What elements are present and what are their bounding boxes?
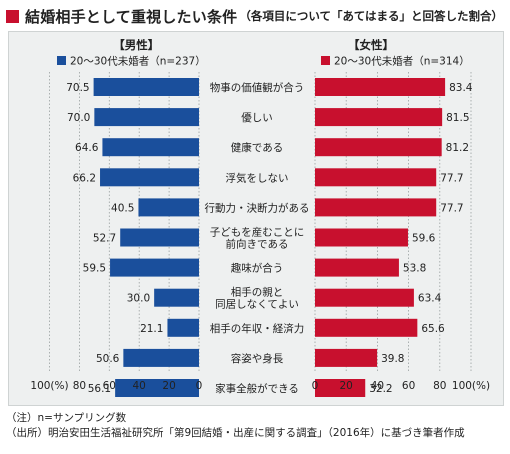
male-bar-5 (120, 228, 199, 247)
footnote-source: （出所）明治安田生活福祉研究所「第9回結婚・出産に関する調査」（2016年）に基… (6, 427, 465, 439)
male-value-label-8: 21.1 (140, 323, 163, 335)
female-bar-1 (315, 108, 443, 127)
category-label-0: 物事の価値観が合う (210, 81, 305, 94)
right-axis-tick-4: 80 (433, 380, 446, 392)
female-value-label-6: 53.8 (403, 263, 426, 275)
male-value-label-3: 66.2 (73, 172, 96, 184)
right-axis-tick-1: 20 (340, 380, 353, 392)
male-bar-2 (102, 138, 199, 157)
male-legend-swatch (57, 56, 66, 65)
category-label-2: 健康である (231, 141, 283, 154)
title-bar: 結婚相手として重視したい条件 （各項目について「あてはまる」と回答した割合） (6, 4, 503, 28)
chart-panel: 【男性】 20～30代未婚者（n=237） 【女性】 20～30代未婚者（n=314）… (8, 31, 504, 406)
footnote-sample-size: （注）n=サンプリング数 (6, 412, 127, 424)
female-bar-7 (315, 288, 414, 307)
male-value-label-2: 64.6 (75, 142, 99, 154)
female-bar-5 (315, 228, 408, 247)
female-group-label: 【女性】 (348, 38, 394, 52)
category-label-1: 優しい (241, 111, 273, 124)
female-value-label-2: 81.2 (446, 142, 469, 154)
male-legend-label: 20～30代未婚者（n=237） (70, 55, 206, 68)
title-square-icon (6, 9, 19, 23)
male-bar-7 (154, 288, 199, 307)
left-axis-tick-5: 0 (196, 380, 203, 392)
female-bar-10 (315, 379, 366, 397)
left-axis-tick-3: 40 (133, 380, 146, 392)
female-value-label-10: 32.2 (369, 383, 392, 395)
category-label-8: 相手の年収・経済力 (210, 322, 305, 335)
butterfly-bar-chart: 【男性】 20～30代未婚者（n=237） 【女性】 20～30代未婚者（n=314）… (30, 38, 490, 397)
category-label-3: 浮気をしない (226, 171, 289, 184)
female-value-label-7: 63.4 (418, 293, 442, 305)
female-value-label-3: 77.7 (440, 172, 463, 184)
left-axis-tick-2: 60 (103, 380, 116, 392)
female-bar-9 (315, 348, 378, 367)
category-label-7-line-1: 相手の親と (231, 286, 284, 299)
right-axis-tick-3: 60 (402, 380, 415, 392)
male-value-label-10: 56.1 (88, 383, 111, 395)
category-label-5-line-2: 前向きである (226, 238, 289, 251)
female-value-label-8: 65.6 (421, 323, 445, 335)
male-value-label-9: 50.6 (96, 353, 120, 365)
category-label-5-line-1: 子どもを産むことに (210, 226, 305, 239)
male-value-label-5: 52.7 (93, 233, 116, 245)
chart-subtitle: （各項目について「あてはまる」と回答した割合） (239, 9, 504, 23)
category-label-9: 容姿や身長 (231, 352, 284, 365)
male-bar-0 (93, 78, 199, 96)
male-bar-4 (138, 198, 199, 217)
female-legend-swatch (321, 56, 330, 65)
female-bar-6 (315, 258, 399, 277)
male-value-label-1: 70.0 (67, 112, 90, 124)
female-bar-0 (315, 78, 446, 96)
chart-title: 結婚相手として重視したい条件 (25, 7, 238, 26)
female-value-label-0: 83.4 (449, 82, 473, 94)
male-bar-10 (115, 379, 199, 397)
male-bar-6 (110, 258, 199, 277)
female-value-label-4: 77.7 (440, 202, 463, 214)
female-value-label-9: 39.8 (381, 353, 404, 365)
female-bar-2 (315, 138, 442, 157)
footnotes: （注）n=サンプリング数 （出所）明治安田生活福祉研究所「第9回結婚・出産に関す… (6, 411, 465, 441)
male-bar-8 (167, 318, 199, 337)
female-value-label-5: 59.6 (412, 233, 436, 245)
male-bar-3 (100, 168, 199, 187)
right-axis-tick-2: 40 (371, 380, 384, 392)
left-axis-tick-4: 20 (162, 380, 175, 392)
category-label-6: 趣味が合う (231, 262, 284, 275)
female-legend-label: 20～30代未婚者（n=314） (334, 55, 470, 68)
male-group-label: 【男性】 (113, 38, 159, 52)
right-axis-tick-5: 100(%) (452, 380, 490, 392)
male-bar-9 (123, 348, 199, 367)
female-value-label-1: 81.5 (446, 112, 469, 124)
male-value-label-6: 59.5 (83, 263, 106, 275)
male-value-label-0: 70.5 (66, 82, 89, 94)
female-bar-3 (315, 168, 437, 187)
male-value-label-7: 30.0 (127, 293, 150, 305)
left-axis-tick-0: 100(%) (30, 380, 68, 392)
category-label-4: 行動力・決断力がある (205, 201, 310, 214)
male-value-label-4: 40.5 (111, 202, 134, 214)
category-label-7-line-2: 同居しなくてよい (215, 299, 299, 311)
category-label-10: 家事全般ができる (215, 382, 299, 395)
right-axis-tick-0: 0 (312, 380, 319, 392)
female-bar-8 (315, 318, 418, 337)
left-axis-tick-1: 80 (73, 380, 86, 392)
male-bar-1 (94, 108, 199, 127)
female-bar-4 (315, 198, 437, 217)
